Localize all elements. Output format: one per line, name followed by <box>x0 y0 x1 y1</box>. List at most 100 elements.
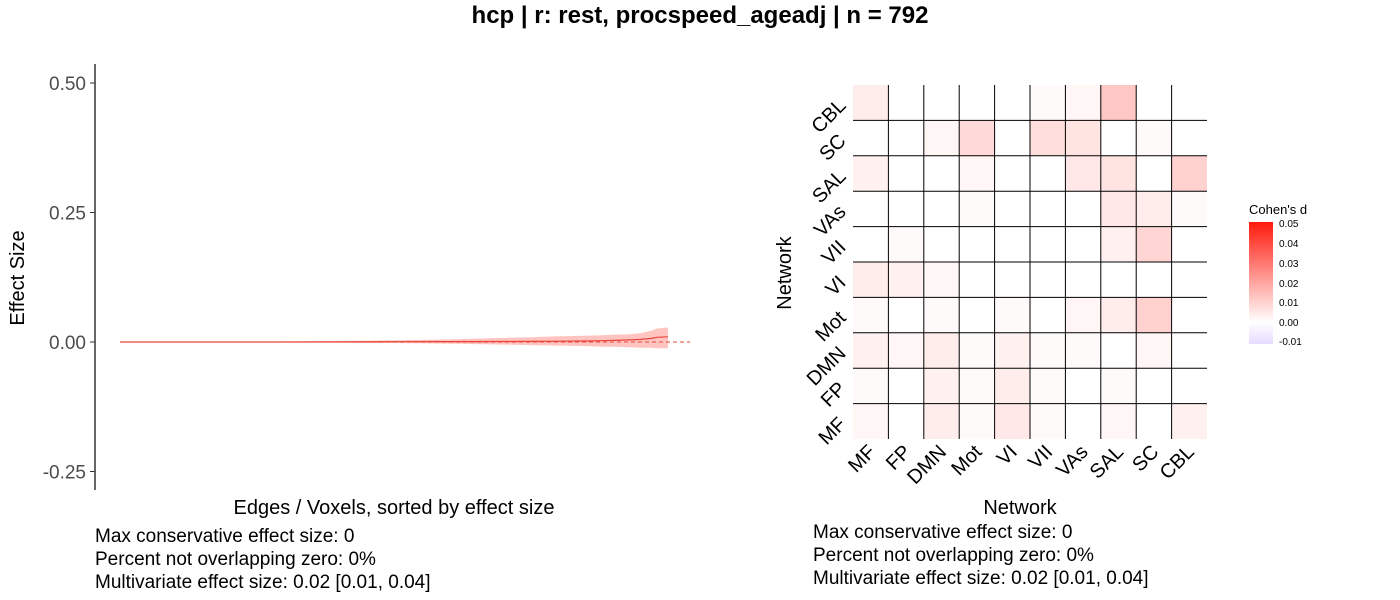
heatmap-cell <box>959 262 995 298</box>
y-tick-label: DMN <box>803 342 851 390</box>
heatmap-cell <box>1171 226 1207 262</box>
y-tick-label: SAL <box>808 165 850 207</box>
y-axis-label: Network <box>774 235 796 309</box>
heatmap-cell <box>853 368 889 404</box>
heatmap-cell <box>959 85 995 121</box>
x-tick-label: CBL <box>1156 441 1199 484</box>
heatmap-cell <box>1171 297 1207 333</box>
heatmap-cell <box>1100 226 1137 262</box>
heatmap-cell <box>888 155 924 192</box>
heatmap-cell <box>1136 368 1172 404</box>
heatmap-cell <box>1065 85 1101 121</box>
heatmap-cell <box>1171 85 1207 121</box>
stat-max-conservative: Max conservative effect size: 0 <box>95 526 355 547</box>
heatmap-cell <box>994 262 1030 298</box>
x-axis-label: Edges / Voxels, sorted by effect size <box>234 497 555 519</box>
y-tick-label: VAs <box>810 201 850 241</box>
heatmap-cell <box>1065 120 1101 156</box>
stats-left: Max conservative effect size: 0 Percent … <box>95 525 431 594</box>
y-tick-label: 0.50 <box>49 74 86 95</box>
heatmap-cell <box>923 332 960 369</box>
heatmap-cell <box>1100 191 1137 227</box>
heatmap-cell <box>923 155 960 192</box>
heatmap-cell <box>1065 262 1101 298</box>
heatmap-cell <box>853 297 889 333</box>
x-tick-label: VAs <box>1052 441 1092 481</box>
heatmap-cell <box>1136 403 1172 439</box>
heatmap-cell <box>1065 332 1101 369</box>
heatmap-cell <box>1136 155 1172 192</box>
heatmap-cell <box>888 403 924 439</box>
heatmap-cell <box>1030 332 1066 369</box>
heatmap-legend: Cohen's d 0.05 0.04 0.03 0.02 0.01 0.00 … <box>1249 202 1307 348</box>
heatmap-cell <box>1065 155 1101 192</box>
heatmap-cell <box>1171 332 1207 369</box>
heatmap-cell <box>1171 403 1207 439</box>
heatmap-cell <box>1030 226 1066 262</box>
effect-size-chart: 0.50 0.25 0.00 -0.25 Edges / Voxels, sorted … <box>7 64 690 519</box>
heatmap-cell <box>1065 368 1101 404</box>
heatmap-cell <box>923 262 960 298</box>
x-tick-label: DMN <box>903 441 951 489</box>
heatmap-cell <box>1065 226 1101 262</box>
stat-multivariate-effect: Multivariate effect size: 0.02 [0.01, 0.… <box>95 572 431 593</box>
heatmap-cell <box>994 155 1030 192</box>
heatmap-cell <box>994 120 1030 156</box>
y-tick-label: VII <box>818 236 851 269</box>
heatmap-cell <box>959 155 995 192</box>
heatmap-cell <box>959 403 995 439</box>
legend-tick: 0.04 <box>1279 239 1299 250</box>
heatmap-cell <box>1030 368 1066 404</box>
heatmap-cell <box>959 368 995 404</box>
heatmap-cell <box>853 155 889 192</box>
heatmap-cell <box>1030 120 1066 156</box>
heatmap-cell <box>853 262 889 298</box>
heatmap-cell <box>853 332 889 369</box>
heatmap-cell <box>1100 297 1137 333</box>
legend-tick: 0.01 <box>1279 298 1299 309</box>
heatmap-cell <box>994 368 1030 404</box>
heatmap-cell <box>923 368 960 404</box>
heatmap-cell <box>1136 120 1172 156</box>
heatmap-cell <box>1065 191 1101 227</box>
heatmap-cell <box>1136 332 1172 369</box>
legend-tick: 0.00 <box>1279 318 1299 329</box>
heatmap-cell <box>1030 85 1066 121</box>
heatmap-cell <box>853 226 889 262</box>
heatmap-cell <box>1100 120 1137 156</box>
heatmap-cell <box>888 332 924 369</box>
heatmap-cell <box>1100 262 1137 298</box>
stat-percent-not-overlapping: Percent not overlapping zero: 0% <box>95 549 376 570</box>
heatmap-cell <box>1136 85 1172 121</box>
y-tick-label: 0.00 <box>49 333 86 354</box>
heatmap-cell <box>1136 191 1172 227</box>
heatmap-cell <box>853 191 889 227</box>
x-axis-label: Network <box>983 497 1057 519</box>
heatmap-cell <box>853 120 889 156</box>
y-axis-label: Effect Size <box>7 230 29 325</box>
heatmap-cell <box>1136 262 1172 298</box>
heatmap-cell <box>1171 262 1207 298</box>
heatmap-cell <box>853 85 889 121</box>
heatmap-cell <box>888 368 924 404</box>
confidence-ribbon <box>120 327 668 349</box>
x-tick-label: VI <box>993 441 1022 470</box>
heatmap-cell <box>923 403 960 439</box>
heatmap-cell <box>959 297 995 333</box>
heatmap-cell <box>1100 85 1137 121</box>
heatmap-cell <box>994 403 1030 439</box>
heatmap-cell <box>888 226 924 262</box>
heatmap-cell <box>1030 297 1066 333</box>
heatmap-cell <box>1030 262 1066 298</box>
heatmap-cell <box>1136 226 1172 262</box>
heatmap-cell <box>923 226 960 262</box>
legend-tick: 0.05 <box>1279 219 1299 230</box>
heatmap-cell <box>923 191 960 227</box>
legend-tick: 0.03 <box>1279 259 1299 270</box>
heatmap-cell <box>959 120 995 156</box>
heatmap-cell <box>1171 120 1207 156</box>
heatmap-cell <box>1030 155 1066 192</box>
stat-multivariate-effect: Multivariate effect size: 0.02 [0.01, 0.… <box>813 568 1149 589</box>
heatmap-cell <box>959 226 995 262</box>
